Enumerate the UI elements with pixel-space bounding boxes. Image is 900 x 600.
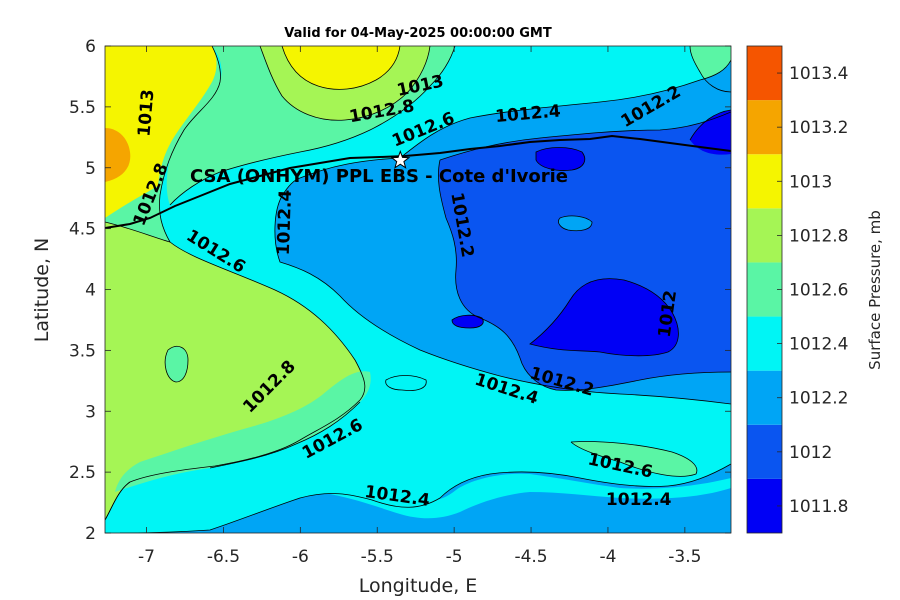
- band-1011-8-south: [530, 278, 679, 356]
- x-axis: -7 -6.5 -6 -5.5 -5 -4.5 -4 -3.5: [138, 46, 701, 567]
- band-1012-6-islet: [165, 346, 188, 382]
- colorbar-label: Surface Pressure, mb: [866, 210, 884, 370]
- band-1012-2-islet-b: [374, 225, 382, 233]
- x-tick-label: -7: [138, 547, 155, 567]
- band-1011-8-patch: [536, 147, 585, 171]
- band-1012-6-southwest: [115, 371, 371, 492]
- colorbar-segment: [747, 208, 782, 263]
- y-tick-label: 5: [85, 159, 96, 179]
- y-tick-label: 3: [85, 402, 96, 422]
- contour-label: 1013: [135, 89, 159, 138]
- band-1013-2-west: [105, 128, 131, 182]
- y-axis-label: Latitude, N: [31, 238, 53, 343]
- colorbar-tick-label: 1013.4: [789, 64, 848, 84]
- coastline: [105, 134, 731, 229]
- band-1011-8-small: [452, 315, 484, 328]
- x-tick-label: -5: [446, 547, 463, 567]
- y-tick-label: 4.5: [69, 220, 96, 240]
- colorbar: 1011.8 1012 1012.2 1012.4 1012.6 1012.8 1013 10…: [746, 45, 848, 534]
- colorbar-tick-label: 1012.2: [789, 389, 848, 409]
- contour-label: 1012.4: [274, 189, 296, 255]
- colorbar-segment: [747, 316, 782, 371]
- band-1011-8-north: [690, 110, 731, 155]
- colorbar-tick-label: 1012.6: [789, 281, 848, 301]
- colorbar-tick-label: 1012.8: [789, 226, 848, 246]
- x-tick-label: -6.5: [207, 547, 240, 567]
- pressure-field: [105, 46, 731, 533]
- x-tick-label: -5.5: [361, 547, 394, 567]
- y-axis: 2 2.5 3 3.5 4 4.5 5 5.5 6: [69, 37, 731, 544]
- x-tick-label: -4.5: [514, 547, 547, 567]
- colorbar-segment: [747, 46, 782, 101]
- x-tick-label: -6: [292, 547, 309, 567]
- colorbar-tick-label: 1011.8: [789, 497, 848, 517]
- band-1012-6-south: [571, 441, 697, 477]
- colorbar-tick-label: 1013.2: [789, 118, 848, 138]
- band-1012-4-south: [330, 473, 731, 519]
- band-1012-2-islet-a: [558, 215, 592, 231]
- colorbar-tick-label: 1012: [789, 443, 832, 463]
- y-tick-label: 4: [85, 281, 96, 301]
- band-1012-8-west: [105, 46, 365, 520]
- y-tick-label: 2.5: [69, 463, 96, 483]
- x-axis-label: Longitude, E: [359, 575, 478, 597]
- site-label: CSA (ONHYM) PPL EBS - Cote d'Ivorie: [190, 166, 568, 187]
- colorbar-segment: [747, 154, 782, 209]
- site-star-icon: [390, 149, 411, 169]
- band-1012-4-islet: [385, 375, 427, 391]
- band-1013-north: [282, 46, 400, 90]
- colorbar-segment: [747, 262, 782, 317]
- colorbar-segment: [747, 100, 782, 155]
- x-tick-label: -3.5: [668, 547, 701, 567]
- y-tick-label: 3.5: [69, 341, 96, 361]
- colorbar-tick-label: 1013: [789, 172, 832, 192]
- band-1012-2-southeast: [120, 464, 731, 533]
- contour-label: 1012.4: [606, 490, 672, 510]
- band-1013-west: [105, 46, 217, 218]
- map-title: Valid for 04-May-2025 00:00:00 GMT: [284, 26, 552, 41]
- x-tick-label: -4: [599, 547, 616, 567]
- colorbar-segment: [747, 478, 782, 533]
- colorbar-tick-label: 1012.4: [789, 335, 848, 355]
- colorbar-segment: [747, 424, 782, 479]
- y-tick-label: 6: [85, 37, 96, 57]
- y-tick-label: 5.5: [69, 98, 96, 118]
- colorbar-segment: [747, 370, 782, 425]
- y-tick-label: 2: [85, 524, 96, 544]
